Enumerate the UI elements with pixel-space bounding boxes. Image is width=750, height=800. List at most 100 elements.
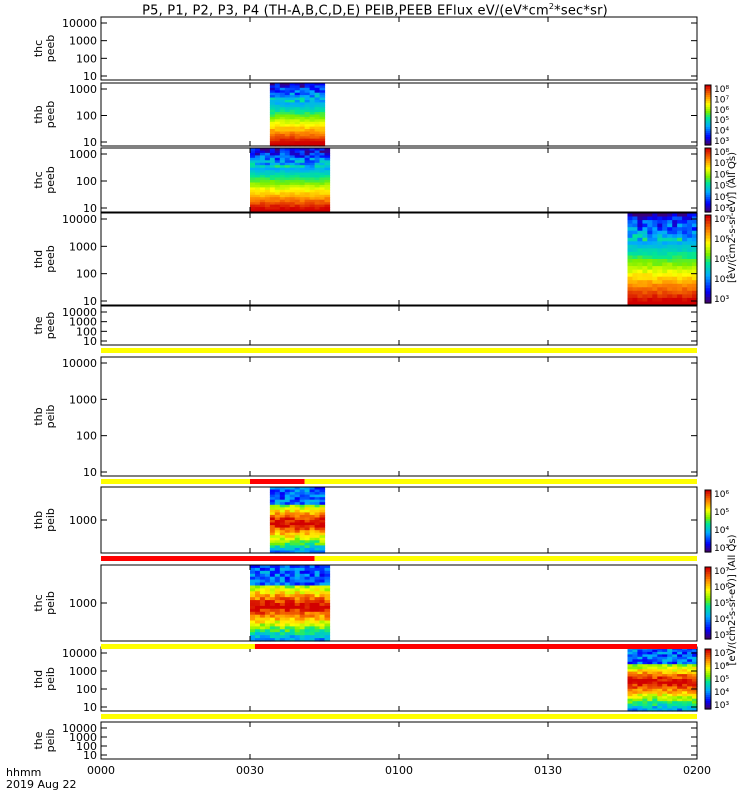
colorbar-cell bbox=[705, 537, 711, 541]
spectrogram-cell bbox=[294, 512, 301, 516]
colorbar-cell bbox=[705, 576, 711, 580]
colorbar-cell bbox=[705, 91, 711, 94]
spectrogram-cell bbox=[294, 180, 301, 184]
spectrogram-cell bbox=[647, 693, 653, 697]
colorbar-cell bbox=[705, 595, 711, 599]
spectrogram-cell bbox=[299, 138, 306, 142]
spectrogram-cell bbox=[294, 588, 301, 592]
spectrogram-cell bbox=[667, 227, 673, 232]
spectrogram-cell bbox=[294, 620, 301, 624]
spectrogram-cell bbox=[284, 520, 291, 524]
spectrogram-cell bbox=[672, 227, 678, 232]
spectrogram-cell bbox=[289, 535, 296, 539]
spectrogram-cell bbox=[255, 157, 261, 161]
spectrogram-cell bbox=[677, 297, 683, 302]
spectrogram-cell bbox=[672, 693, 678, 697]
spectrogram-cell bbox=[269, 104, 276, 108]
spectrogram-cell bbox=[299, 92, 306, 96]
spectrogram-cell bbox=[647, 674, 653, 678]
spectrogram-cell bbox=[662, 664, 668, 668]
spectrogram-cell bbox=[657, 255, 663, 260]
spectrogram-cell bbox=[299, 112, 306, 116]
spectrogram-cell bbox=[314, 107, 321, 111]
spectrogram-cell bbox=[647, 698, 653, 702]
spectrogram-cell bbox=[269, 85, 276, 89]
spectrogram-cell bbox=[274, 119, 281, 123]
spectrogram-cell bbox=[662, 659, 668, 663]
spectrogram-cell bbox=[274, 209, 281, 213]
spectrogram-cell bbox=[632, 290, 638, 295]
spectrogram-cell bbox=[289, 550, 296, 554]
spectrogram-cell bbox=[274, 136, 281, 140]
spectrogram-cell bbox=[269, 629, 276, 633]
spectrogram-cell bbox=[692, 234, 698, 239]
colorbar-cell bbox=[705, 123, 711, 126]
colorbar-cell bbox=[705, 605, 711, 609]
spectrogram-cell bbox=[255, 187, 261, 191]
spectrogram-cell bbox=[637, 649, 643, 653]
spectrogram-cell bbox=[289, 204, 296, 208]
spectrogram-cell bbox=[687, 691, 693, 695]
spectrogram-cell bbox=[255, 623, 261, 627]
spectrogram-cell bbox=[274, 608, 281, 613]
spectrogram-cell bbox=[637, 255, 643, 260]
spectrogram-cell bbox=[284, 565, 291, 569]
colorbar-cell bbox=[705, 591, 711, 594]
spectrogram-cell bbox=[269, 532, 276, 536]
spectrogram-cell bbox=[319, 629, 326, 633]
spectrogram-cell bbox=[667, 681, 673, 685]
spectrogram-cell bbox=[274, 537, 281, 541]
colorbar-cell bbox=[705, 593, 711, 597]
spectrogram-cell bbox=[309, 507, 316, 511]
spectrogram-cell bbox=[294, 116, 301, 120]
spectrogram-cell bbox=[294, 148, 301, 152]
spectrogram-cell bbox=[667, 269, 673, 274]
spectrogram-cell bbox=[642, 666, 648, 670]
colorbar-cell bbox=[705, 624, 711, 628]
spectrogram-cell bbox=[289, 525, 296, 529]
spectrogram-cell bbox=[294, 514, 301, 518]
spectrogram-cell bbox=[657, 664, 663, 668]
spectrogram-cell bbox=[259, 632, 266, 636]
spectrogram-cell bbox=[304, 160, 311, 164]
spectrogram-cell bbox=[647, 294, 653, 299]
spectrogram-cell bbox=[284, 540, 291, 544]
spectrogram-cell bbox=[269, 189, 276, 193]
spectrogram-cell bbox=[319, 603, 326, 607]
spectrogram-cell bbox=[324, 579, 331, 584]
panel-probe-label: the bbox=[32, 316, 45, 334]
spectrogram-cell bbox=[284, 199, 291, 203]
spectrogram-cell bbox=[652, 234, 658, 239]
spectrogram-cell bbox=[279, 207, 286, 211]
spectrogram-cell bbox=[274, 629, 281, 633]
spectrogram-cell bbox=[294, 617, 301, 622]
spectrogram-cell bbox=[259, 608, 266, 613]
colorbar-tick-label: 10³ bbox=[714, 204, 729, 214]
spectrogram-cell bbox=[309, 582, 316, 586]
spectrogram-cell bbox=[304, 133, 311, 137]
spectrogram-cell bbox=[314, 535, 321, 539]
spectrogram-cell bbox=[314, 582, 321, 586]
spectrogram-cell bbox=[274, 207, 281, 211]
spectrogram-cell bbox=[269, 109, 276, 113]
y-tick-label: 1000 bbox=[69, 597, 97, 610]
spectrogram-cell bbox=[259, 207, 266, 211]
spectrogram-cell bbox=[299, 576, 306, 581]
spectrogram-cell bbox=[652, 269, 658, 274]
spectrogram-cell bbox=[250, 570, 256, 575]
spectrogram-cell bbox=[319, 131, 326, 135]
spectrogram-cell bbox=[627, 701, 634, 705]
spectrogram-cell bbox=[692, 688, 698, 692]
spectrogram-cell bbox=[294, 547, 301, 551]
spectrogram-cell bbox=[299, 199, 306, 203]
spectrogram-cell bbox=[667, 223, 673, 228]
spectrogram-cell bbox=[314, 114, 321, 118]
spectrogram-cell bbox=[687, 666, 693, 670]
colorbar-cell bbox=[705, 549, 711, 553]
spectrogram-cell bbox=[264, 579, 271, 584]
colorbar-tick-label: 10⁵ bbox=[714, 182, 729, 192]
spectrogram-cell bbox=[687, 679, 693, 683]
spectrogram-cell bbox=[682, 290, 688, 295]
spectrogram-cell bbox=[314, 85, 321, 89]
colorbar-cell bbox=[705, 531, 711, 534]
